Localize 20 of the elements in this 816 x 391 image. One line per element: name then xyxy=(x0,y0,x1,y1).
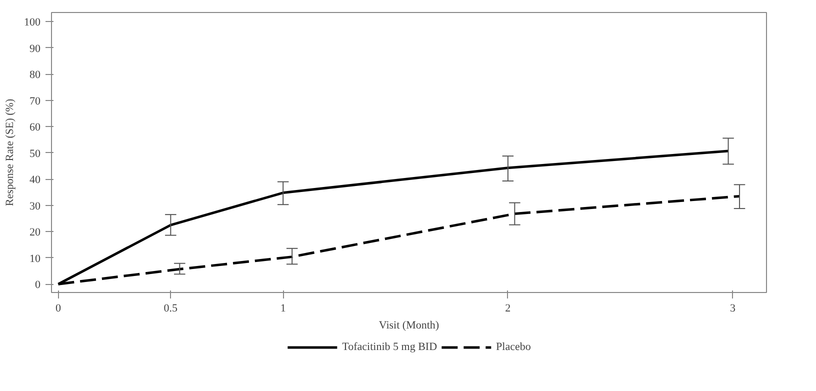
y-tick-label: 90 xyxy=(30,42,41,55)
y-axis-title: Response Rate (SE) (%) xyxy=(4,98,16,206)
y-tick-label: 70 xyxy=(30,95,41,108)
legend-label: Tofacitinib 5 mg BID xyxy=(342,341,438,353)
y-tick-label: 40 xyxy=(30,174,41,186)
y-tick-label: 50 xyxy=(30,148,41,160)
y-tick-label: 80 xyxy=(30,69,41,82)
y-tick-label: 10 xyxy=(30,252,41,265)
y-tick-label: 0 xyxy=(35,279,41,292)
x-tick-label: 1 xyxy=(280,302,286,314)
y-tick-label: 100 xyxy=(24,16,41,29)
y-tick-label: 20 xyxy=(30,226,41,239)
y-tick-label: 30 xyxy=(30,200,41,212)
y-tick-label: 60 xyxy=(30,122,41,134)
x-tick-label: 0 xyxy=(55,302,62,314)
x-tick-label: 3 xyxy=(730,302,736,314)
x-axis-title: Visit (Month) xyxy=(378,320,440,332)
x-tick-label: 2 xyxy=(505,302,511,314)
x-tick-label: 0.5 xyxy=(164,302,178,314)
legend-label: Placebo xyxy=(496,341,531,353)
